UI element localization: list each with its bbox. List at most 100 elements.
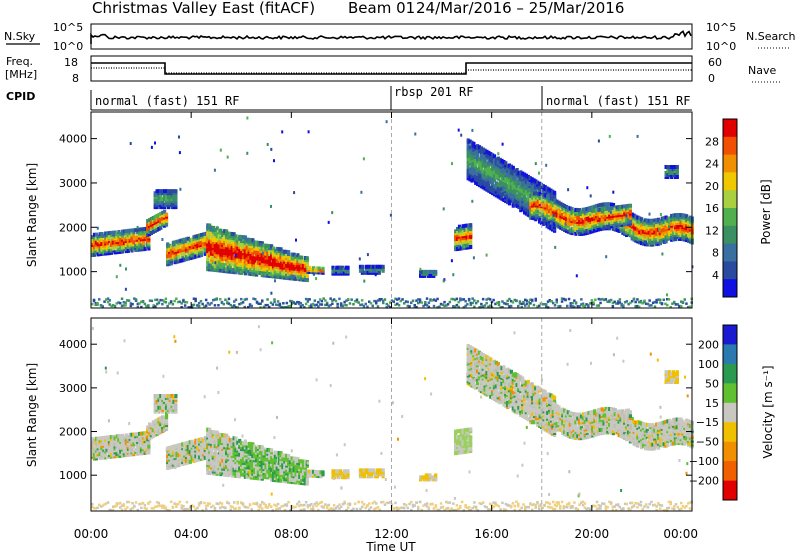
echo-cell	[459, 246, 463, 251]
ground-scatter-cell	[313, 299, 317, 302]
echo-cell	[260, 247, 264, 252]
echo-cell	[91, 247, 95, 251]
ground-scatter-cell	[206, 301, 210, 305]
ground-scatter-cell	[581, 304, 585, 307]
echo-cell	[149, 221, 153, 225]
ground-scatter-cell	[622, 304, 625, 307]
ground-scatter-cell	[667, 298, 671, 301]
echo-cell	[149, 431, 153, 436]
echo-cell	[157, 417, 161, 422]
echo-cell	[294, 276, 298, 281]
echo-cell	[463, 239, 467, 244]
ground-scatter-cell	[238, 302, 241, 306]
ground-scatter-cell	[501, 306, 504, 309]
ground-scatter-cell	[494, 302, 497, 306]
echo-cell	[532, 184, 536, 189]
echo-cell	[171, 460, 175, 465]
ground-scatter-cell	[553, 304, 557, 307]
echo-cell	[146, 425, 150, 430]
echo-cell	[115, 452, 119, 457]
echo-cell	[335, 271, 339, 276]
echo-cell	[134, 236, 138, 241]
ground-scatter-cell	[285, 306, 289, 309]
echo-cell	[146, 233, 150, 238]
echo-cell	[625, 218, 629, 223]
echo-cell	[312, 266, 316, 271]
echo-cell	[611, 209, 616, 214]
ground-scatter-cell	[352, 303, 355, 306]
echo-cell	[662, 216, 666, 221]
ground-scatter-cell	[152, 306, 155, 309]
echo-cell	[262, 243, 266, 248]
ground-scatter-cell	[317, 300, 320, 304]
ground-scatter-cell	[296, 300, 299, 304]
echo-cell	[151, 424, 155, 429]
echo-cell	[521, 171, 525, 176]
echo-cell	[163, 209, 167, 214]
ground-scatter-cell	[94, 302, 97, 305]
echo-cell	[548, 197, 552, 202]
echo-cell	[211, 249, 215, 254]
echo-cell	[517, 201, 521, 206]
echo-cell	[519, 170, 523, 175]
ground-scatter-cell	[375, 300, 378, 303]
ground-scatter-cell	[322, 297, 325, 300]
echo-cell	[658, 219, 662, 224]
echo-cell	[664, 171, 668, 175]
echo-cell	[215, 454, 219, 459]
ground-scatter-cell	[385, 302, 388, 306]
ground-scatter-cell	[637, 305, 641, 309]
echo-cell	[668, 165, 672, 169]
echo-cell	[485, 167, 489, 172]
echo-cell	[223, 449, 227, 454]
ground-scatter-cell	[460, 298, 464, 301]
echo-cell	[300, 259, 304, 264]
echo-cell	[234, 242, 238, 247]
echo-cell	[479, 146, 483, 151]
echo-cell	[251, 258, 255, 263]
echo-cell	[196, 244, 200, 248]
echo-cell	[283, 255, 287, 260]
ground-scatter-cell	[688, 305, 692, 308]
echo-cell	[188, 250, 192, 255]
echo-cell	[583, 207, 587, 212]
echo-cell	[533, 191, 537, 196]
ground-scatter-cell	[650, 304, 653, 307]
ground-scatter-cell	[166, 304, 169, 308]
ground-scatter-cell	[320, 299, 324, 303]
echo-cell	[181, 252, 185, 257]
ground-scatter-cell	[240, 302, 243, 305]
echo-cell	[303, 277, 308, 282]
echo-cell	[303, 256, 308, 260]
echo-cell	[377, 264, 381, 269]
ground-scatter-cell	[417, 301, 420, 305]
echo-cell	[469, 241, 473, 245]
echo-cell	[230, 245, 234, 250]
echo-cell	[190, 455, 194, 460]
echo-cell	[288, 264, 292, 269]
echo-cell	[428, 273, 432, 278]
ground-scatter-cell	[375, 302, 378, 305]
ground-scatter-cell	[492, 298, 495, 302]
echo-cell	[213, 440, 217, 445]
ground-scatter-cell	[243, 305, 246, 309]
echo-cell	[196, 438, 200, 443]
echo-cell	[492, 154, 497, 159]
echo-cell	[492, 158, 497, 163]
ground-scatter-cell	[513, 298, 516, 302]
echo-cell	[530, 177, 534, 182]
echo-cell	[98, 232, 102, 237]
noise-cell	[442, 207, 445, 211]
echo-cell	[179, 258, 183, 263]
ground-scatter-cell	[360, 299, 364, 302]
echo-cell	[190, 237, 194, 242]
echo-cell	[175, 459, 179, 464]
echo-cell	[675, 175, 679, 179]
echo-cell	[206, 470, 210, 475]
echo-cell	[683, 213, 687, 218]
echo-cell	[457, 244, 462, 249]
echo-cell	[467, 223, 471, 228]
echo-cell	[472, 141, 476, 146]
echo-cell	[604, 207, 608, 211]
noise-cell	[315, 277, 318, 281]
